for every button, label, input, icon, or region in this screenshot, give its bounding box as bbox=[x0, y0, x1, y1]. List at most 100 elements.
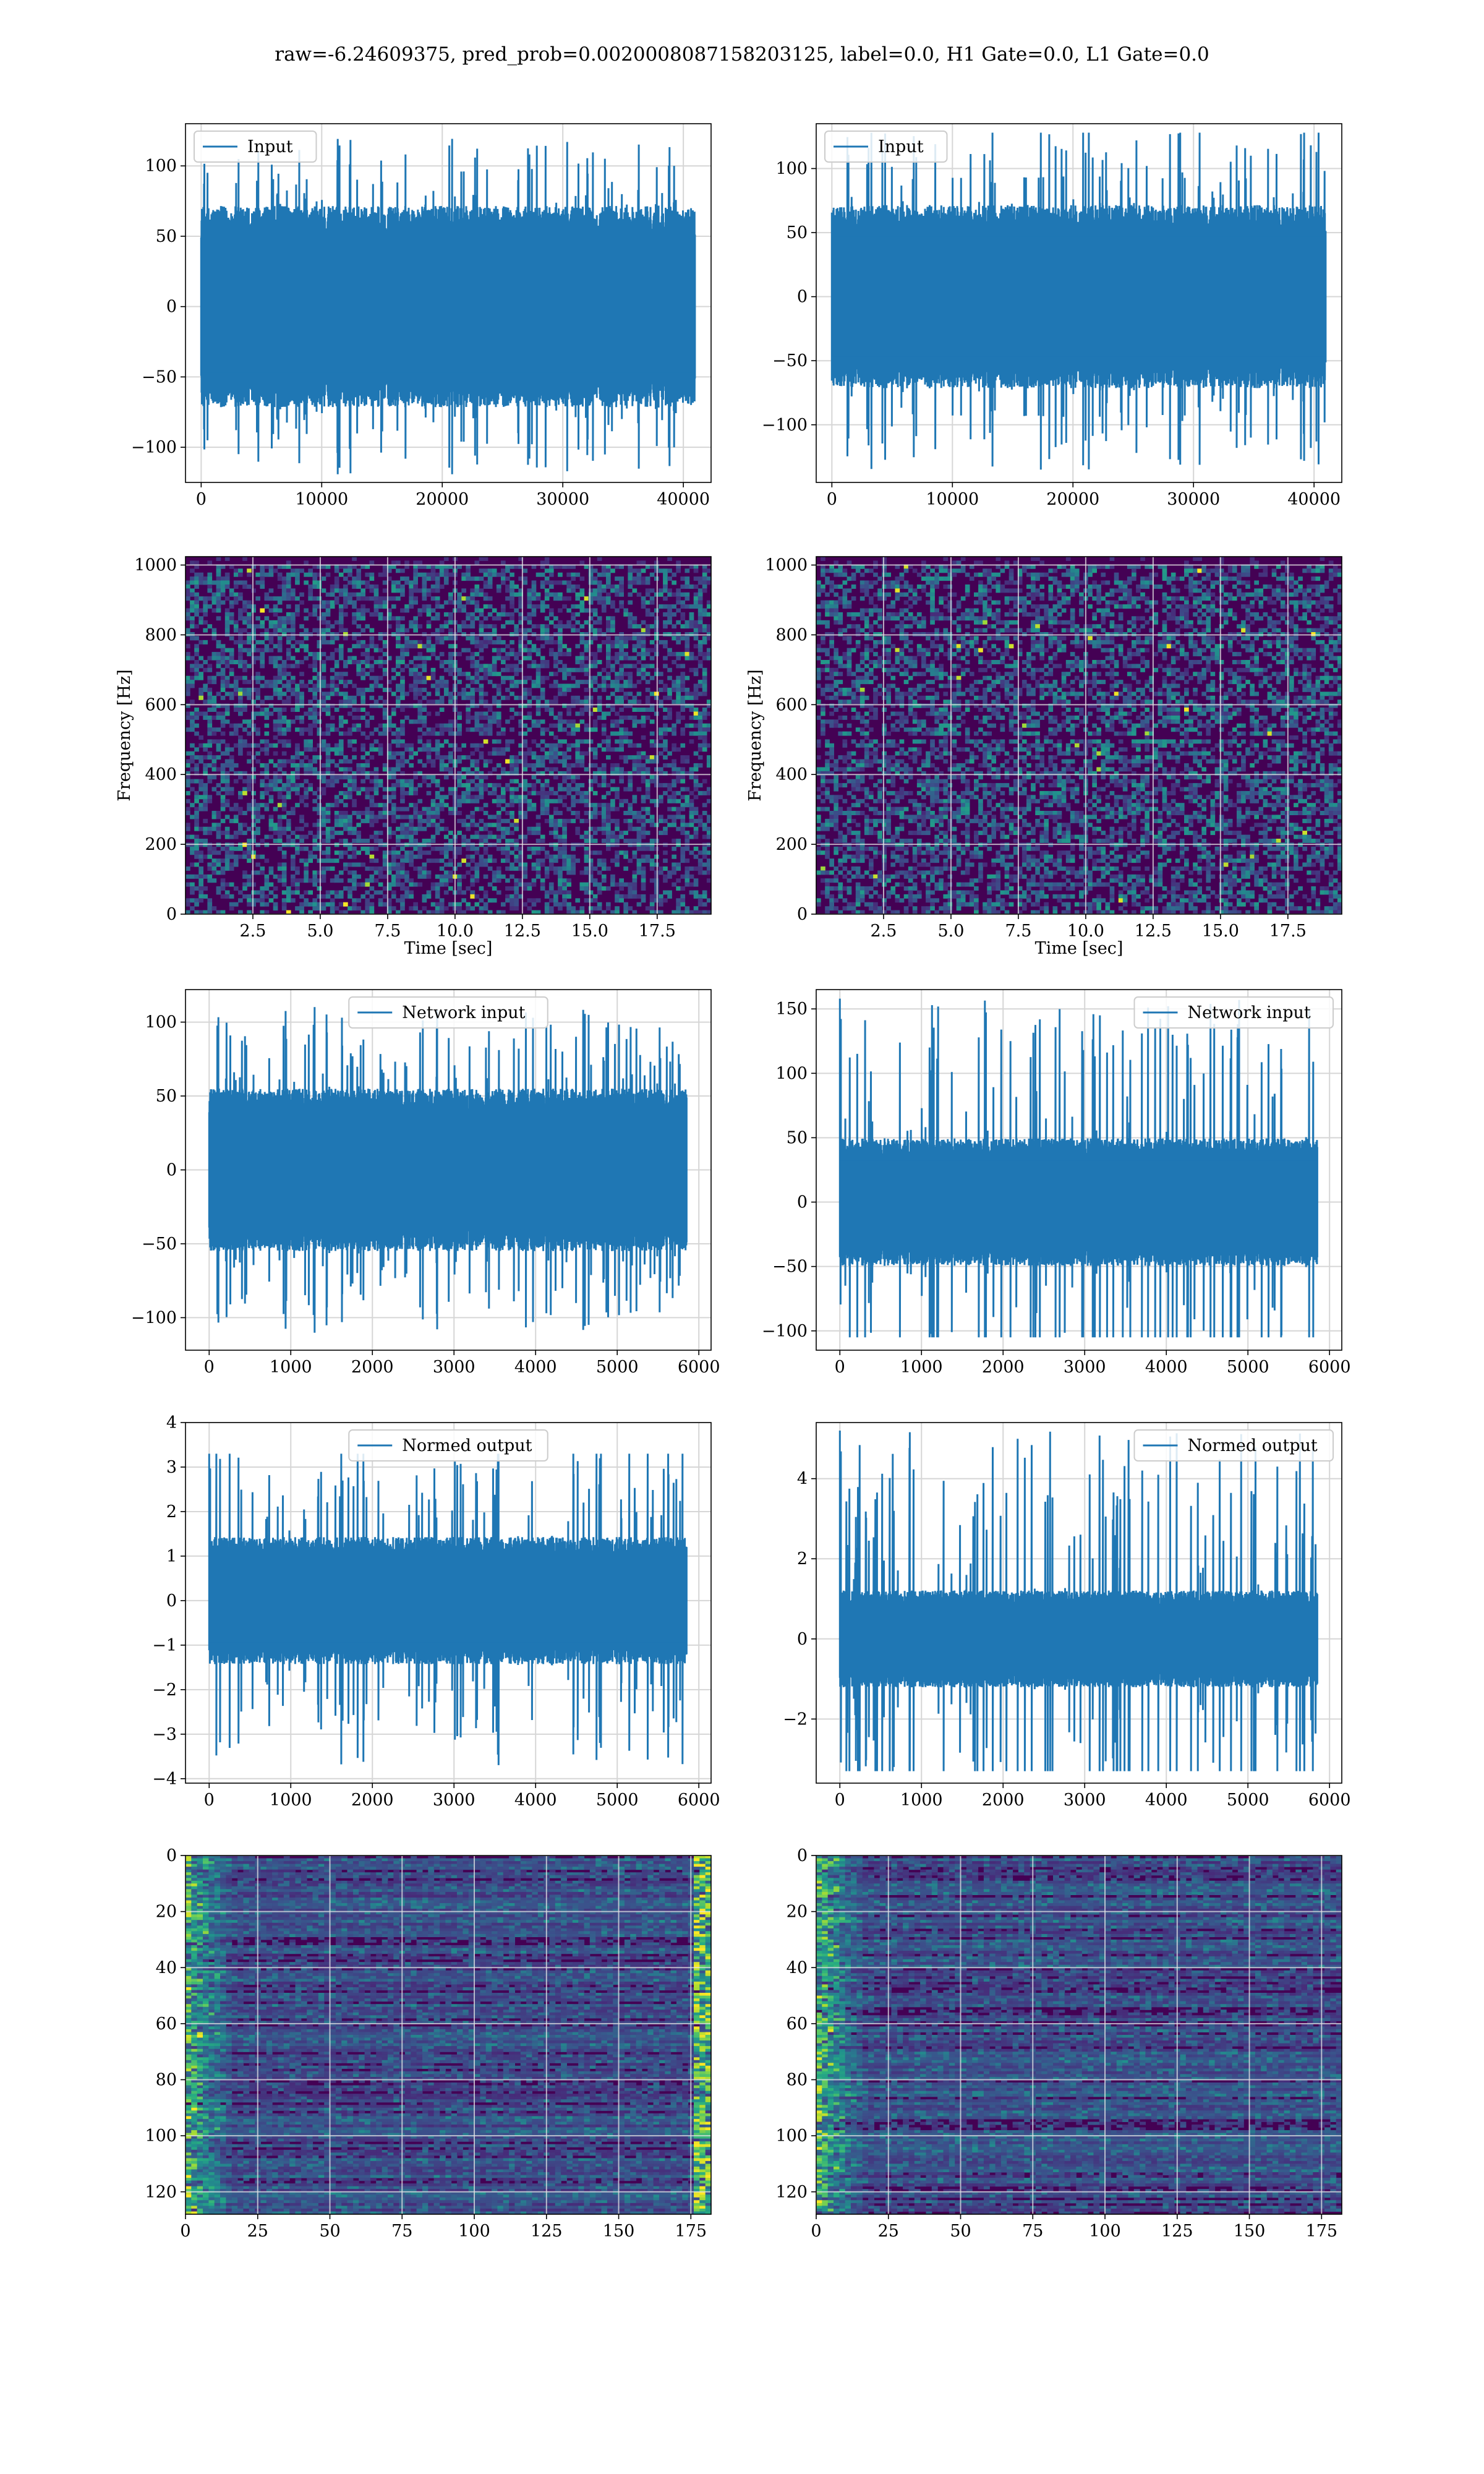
x-tick-label: 15.0 bbox=[571, 922, 608, 941]
axes-frame bbox=[185, 123, 712, 483]
y-tick-label: 0 bbox=[797, 905, 808, 924]
y-tick-label: −50 bbox=[142, 1235, 177, 1254]
x-tick-label: 5.0 bbox=[307, 922, 333, 941]
x-tick-label: 0 bbox=[204, 1791, 215, 1810]
x-tick-label: 17.5 bbox=[1269, 922, 1307, 941]
y-tick-label: 600 bbox=[775, 695, 808, 714]
y-tick-label: −4 bbox=[152, 1770, 177, 1789]
y-tick-label: 20 bbox=[156, 1903, 177, 1922]
x-tick-label: 2.5 bbox=[239, 922, 266, 941]
x-tick-label: 7.5 bbox=[1005, 922, 1031, 941]
y-tick-label: −3 bbox=[152, 1725, 177, 1744]
y-tick-label: −100 bbox=[131, 438, 177, 457]
x-tick-label: 5000 bbox=[1227, 1358, 1269, 1377]
x-tick-label: 25 bbox=[878, 2222, 899, 2241]
axes-frame bbox=[185, 1422, 712, 1784]
x-tick-label: 75 bbox=[1022, 2222, 1043, 2241]
y-tick-label: 2 bbox=[166, 1502, 177, 1522]
x-tick-label: 1000 bbox=[270, 1358, 312, 1377]
y-tick-label: 0 bbox=[797, 288, 808, 307]
legend-frame bbox=[348, 996, 548, 1029]
x-tick-label: 3000 bbox=[433, 1358, 475, 1377]
y-tick-label: 80 bbox=[156, 2071, 177, 2090]
chart-h1-feature-map: 0 25 50 75 100 125 150 175 0 20 40 60 80 100 120 bbox=[145, 1846, 712, 2241]
y-tick-label: 400 bbox=[775, 765, 808, 784]
y-tick-label: 0 bbox=[166, 905, 177, 924]
x-tick-label: 175 bbox=[675, 2222, 707, 2241]
chart-l1-spectrogram: 2.5 5.0 7.5 10.0 12.5 15.0 17.5 0 200 400 600 800 10… bbox=[746, 556, 1342, 958]
y-tick-label: −100 bbox=[762, 416, 808, 435]
figure-title: raw=-6.24609375, pred_prob=0.00200080871… bbox=[0, 43, 1484, 66]
x-tick-label: 6000 bbox=[1308, 1358, 1351, 1377]
x-tick-label: 12.5 bbox=[1135, 922, 1172, 941]
x-tick-label: 3000 bbox=[433, 1791, 475, 1810]
heatmap-cells bbox=[186, 1856, 711, 2214]
legend-label: Network input bbox=[1188, 1003, 1311, 1022]
y-tick-label: −1 bbox=[152, 1636, 177, 1655]
y-tick-label: 0 bbox=[166, 1591, 177, 1611]
y-tick-label: 100 bbox=[775, 2126, 808, 2146]
y-tick-label: 1000 bbox=[765, 556, 808, 575]
chart-h1-normed-output: Normed output 0 1000 2000 3000 4000 5000 6000 −4… bbox=[152, 1413, 720, 1810]
y-tick-label: 40 bbox=[156, 1958, 177, 1977]
x-tick-label: 17.5 bbox=[639, 922, 676, 941]
chart-l1-input: Input 0 10000 20000 30000 40000 −100 −50 0 50 100 bbox=[762, 123, 1342, 509]
y-tick-label: 2 bbox=[797, 1549, 808, 1569]
y-tick-label: 50 bbox=[787, 223, 808, 242]
x-tick-label: 100 bbox=[1089, 2222, 1121, 2241]
x-tick-label: 12.5 bbox=[504, 922, 541, 941]
x-tick-label: 2.5 bbox=[870, 922, 897, 941]
legend: Network input bbox=[1133, 996, 1334, 1029]
series-core-band bbox=[209, 1116, 687, 1223]
x-tick-label: 5000 bbox=[596, 1358, 639, 1377]
x-tick-label: 1000 bbox=[900, 1358, 943, 1377]
x-tick-label: 100 bbox=[458, 2222, 490, 2241]
legend: Normed output bbox=[348, 1429, 548, 1462]
axes-frame bbox=[185, 556, 712, 915]
axes-frame bbox=[816, 556, 1342, 915]
x-tick-label: 3000 bbox=[1064, 1358, 1106, 1377]
legend-label: Normed output bbox=[1188, 1436, 1318, 1455]
y-axis-label: Frequency [Hz] bbox=[115, 669, 134, 801]
legend: Input bbox=[194, 131, 317, 163]
heatmap-cells bbox=[186, 557, 711, 914]
grid-lines bbox=[186, 557, 711, 914]
heatmap-cells bbox=[816, 557, 1342, 914]
chart-h1-spectrogram: 2.5 5.0 7.5 10.0 12.5 15.0 17.5 0 200 400 600 800 10… bbox=[115, 556, 712, 958]
y-tick-label: 100 bbox=[145, 2126, 177, 2146]
y-tick-label: 60 bbox=[156, 2014, 177, 2034]
x-tick-label: 7.5 bbox=[374, 922, 401, 941]
grid-lines bbox=[816, 557, 1342, 914]
x-tick-label: 75 bbox=[391, 2222, 412, 2241]
y-tick-label: 4 bbox=[797, 1470, 808, 1489]
y-tick-label: 0 bbox=[797, 1193, 808, 1212]
x-tick-label: 0 bbox=[835, 1791, 845, 1810]
y-axis-label: Frequency [Hz] bbox=[746, 669, 765, 801]
x-tick-label: 5.0 bbox=[937, 922, 964, 941]
legend-frame bbox=[348, 1429, 548, 1462]
series-core-band bbox=[201, 241, 695, 373]
x-tick-label: 2000 bbox=[351, 1358, 394, 1377]
y-tick-label: 1000 bbox=[134, 556, 177, 575]
x-tick-label: 4000 bbox=[1145, 1358, 1188, 1377]
x-tick-label: 1000 bbox=[900, 1791, 943, 1810]
axes-frame bbox=[816, 1422, 1342, 1784]
y-tick-label: 400 bbox=[145, 765, 177, 784]
y-tick-label: 20 bbox=[787, 1903, 808, 1922]
grid-lines bbox=[186, 1856, 711, 2214]
x-tick-label: 0 bbox=[196, 490, 207, 509]
y-tick-label: 0 bbox=[166, 1846, 177, 1865]
x-tick-label: 150 bbox=[603, 2222, 635, 2241]
x-tick-label: 40000 bbox=[1287, 490, 1341, 509]
y-tick-label: 1 bbox=[166, 1547, 177, 1566]
x-tick-label: 5000 bbox=[1227, 1791, 1269, 1810]
x-tick-label: 0 bbox=[827, 490, 837, 509]
y-tick-label: 100 bbox=[145, 156, 177, 176]
x-tick-label: 150 bbox=[1234, 2222, 1266, 2241]
legend: Network input bbox=[348, 996, 548, 1029]
y-tick-label: 800 bbox=[775, 625, 808, 644]
x-tick-label: 0 bbox=[835, 1358, 845, 1377]
chart-l1-feature-map: 0 25 50 75 100 125 150 175 0 20 40 60 80 100 120 bbox=[775, 1846, 1342, 2241]
